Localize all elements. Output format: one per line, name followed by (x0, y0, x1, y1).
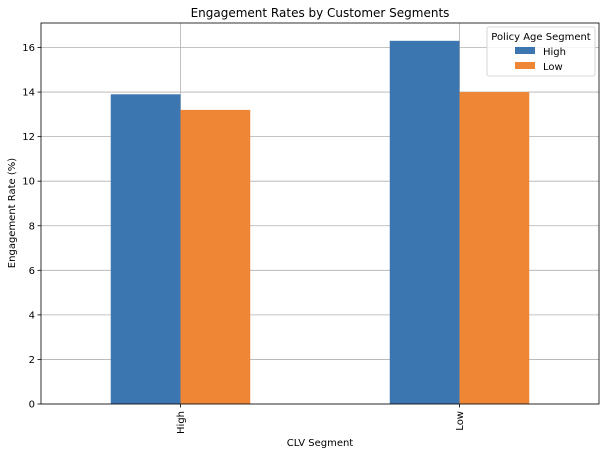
legend-box (486, 26, 596, 77)
plot-frame (40, 22, 600, 405)
x-axis-label: CLV Segment (287, 438, 354, 449)
bar-low-high (180, 109, 251, 404)
y-tick-label: 8 (29, 221, 35, 232)
x-tick-label: High (176, 411, 187, 434)
chart-title: Engagement Rates by Customer Segments (191, 6, 450, 20)
y-tick-label: 16 (22, 43, 35, 54)
legend-swatch-high (515, 47, 535, 54)
legend-label-high: High (543, 47, 566, 58)
legend-title: Policy Age Segment (491, 32, 591, 43)
y-tick-label: 4 (29, 310, 35, 321)
legend-label-low: Low (543, 62, 563, 73)
y-tick-label: 12 (22, 132, 35, 143)
bars-layer (110, 40, 530, 405)
y-axis-label: Engagement Rate (%) (7, 158, 18, 268)
y-tick-label: 10 (22, 177, 35, 188)
y-tick-label: 0 (29, 400, 35, 411)
bar-high-low (389, 40, 460, 405)
bar-high-high (110, 94, 181, 404)
y-tick-label: 2 (29, 355, 35, 366)
legend: Policy Age Segment High Low (486, 26, 596, 77)
y-tick-label: 14 (22, 88, 35, 99)
x-tick-label: Low (455, 411, 466, 431)
bar-low-low (459, 92, 530, 404)
y-tick-label: 6 (29, 266, 35, 277)
legend-swatch-low (515, 62, 535, 69)
axis-layer: 0 2 4 6 8 10 12 14 16 High Low (22, 43, 466, 434)
